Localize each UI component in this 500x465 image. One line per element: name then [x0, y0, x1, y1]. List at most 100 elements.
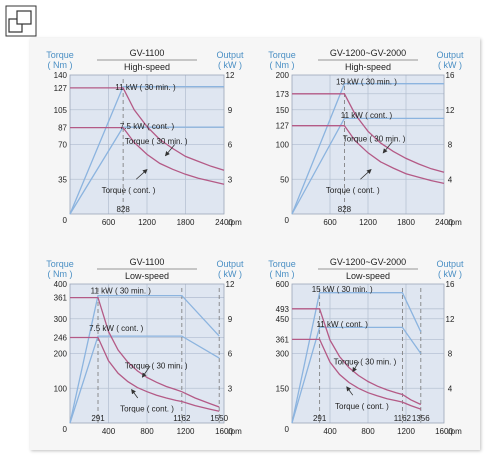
x-unit-label: rpm — [228, 218, 242, 227]
right-tick-label: 9 — [228, 106, 233, 115]
plot-frame — [291, 74, 445, 215]
right-tick-label: 16 — [446, 71, 455, 80]
series-annotation: Torque ( 30 min. ) — [125, 361, 188, 370]
right-tick-label: 12 — [226, 71, 235, 80]
right-tick-label: 8 — [448, 141, 453, 150]
speed-marker-label: 1162 — [394, 414, 412, 423]
left-tick-label: 127 — [276, 122, 290, 131]
origin-tick-label: 0 — [285, 216, 290, 225]
right-tick-label: 3 — [228, 175, 233, 184]
left-tick-label: 150 — [276, 106, 290, 115]
annotation-arrow — [352, 361, 360, 373]
series-annotation: Torque ( 30 min. ) — [125, 137, 188, 146]
right-tick-label: 6 — [228, 141, 233, 150]
x-tick-label: 1200 — [177, 427, 195, 436]
series-line-2 — [291, 326, 422, 424]
x-tick-label: 400 — [102, 427, 116, 436]
right-tick-label: 6 — [228, 350, 233, 359]
left-tick-label: 493 — [276, 305, 290, 314]
right-tick-label: 8 — [448, 350, 453, 359]
series-annotation: Torque ( cont. ) — [335, 402, 389, 411]
series-annotation: 7.5 kW ( cont. ) — [89, 324, 144, 333]
series-annotation: Torque ( 30 min. ) — [343, 134, 406, 143]
speed-marker-label: 1550 — [210, 414, 228, 423]
chart-title: GV-1100 — [130, 257, 165, 267]
series-annotation: 7.5 kW ( cont. ) — [120, 122, 175, 131]
fullscreen-icon[interactable] — [5, 5, 37, 37]
x-tick-label: 1800 — [177, 218, 195, 227]
right-tick-label: 4 — [448, 384, 453, 393]
series-line-3 — [70, 296, 220, 408]
left-tick-label: 400 — [54, 280, 68, 289]
speed-marker-label: 291 — [91, 414, 105, 423]
left-tick-label: 200 — [276, 71, 290, 80]
right-tick-label: 12 — [226, 280, 235, 289]
right-axis-label: Output — [216, 259, 244, 269]
series-annotation: Torque ( cont. ) — [120, 405, 174, 414]
series-line-2 — [69, 335, 220, 424]
left-tick-label: 127 — [54, 84, 68, 93]
right-tick-label: 16 — [446, 280, 455, 289]
left-tick-label: 35 — [58, 175, 67, 184]
left-axis-label: Torque — [268, 50, 296, 60]
x-tick-label: 1600 — [215, 427, 233, 436]
left-tick-label: 50 — [280, 175, 289, 184]
right-tick-label: 4 — [448, 175, 453, 184]
right-tick-label: 12 — [446, 315, 455, 324]
series-line-4 — [292, 125, 445, 185]
left-tick-label: 100 — [276, 141, 290, 150]
chart-title: GV-1200~GV-2000 — [330, 257, 406, 267]
series-line-3 — [70, 87, 225, 171]
x-tick-label: 1600 — [435, 427, 453, 436]
right-axis-label: Output — [436, 259, 464, 269]
x-tick-label: 800 — [140, 427, 154, 436]
x-tick-label: 2400 — [215, 218, 233, 227]
x-tick-label: 1200 — [397, 427, 415, 436]
series-annotation: 11 kW ( cont. ) — [316, 320, 368, 329]
plot-frame — [291, 283, 445, 424]
x-tick-label: 600 — [102, 218, 116, 227]
speed-marker-label: 1356 — [412, 414, 430, 423]
x-tick-label: 1200 — [359, 218, 377, 227]
series-annotation: 15 kW ( 30 min. ) — [312, 285, 373, 294]
x-tick-label: 1800 — [397, 218, 415, 227]
left-tick-label: 361 — [54, 294, 68, 303]
chart-2: GV-1200~GV-2000 High-speed Torque( Nm ) Out… — [268, 48, 464, 227]
series-annotation: Torque ( 30 min. ) — [334, 357, 397, 366]
series-line-3 — [292, 308, 422, 406]
series-annotation: 11 kW ( 30 min. ) — [115, 83, 176, 92]
chart-1: GV-1100 High-speed Torque( Nm ) Output( kW … — [46, 48, 244, 227]
left-tick-label: 300 — [54, 315, 68, 324]
left-axis-label: Torque — [46, 50, 74, 60]
left-tick-label: 246 — [54, 334, 68, 343]
right-axis-label: Output — [216, 50, 244, 60]
chart-subtitle: High-speed — [124, 62, 170, 72]
annotation-arrow — [131, 388, 139, 399]
series-line-1 — [291, 83, 444, 215]
origin-tick-label: 0 — [63, 216, 68, 225]
series-annotation: 11 kW ( cont. ) — [341, 111, 393, 120]
x-tick-label: 800 — [361, 427, 375, 436]
left-tick-label: 361 — [276, 335, 290, 344]
series-line-4 — [70, 126, 225, 185]
x-unit-label: rpm — [448, 218, 462, 227]
right-tick-label: 9 — [228, 315, 233, 324]
series-line-3 — [292, 93, 445, 173]
x-tick-label: 400 — [323, 427, 337, 436]
left-tick-label: 100 — [54, 384, 68, 393]
left-tick-label: 150 — [276, 384, 290, 393]
left-tick-label: 140 — [54, 71, 68, 80]
speed-marker-label: 291 — [313, 414, 327, 423]
series-line-1 — [69, 85, 224, 215]
chart-title: GV-1200~GV-2000 — [330, 48, 406, 58]
left-tick-label: 300 — [276, 350, 290, 359]
annotation-arrow — [135, 168, 148, 180]
speed-marker-label: 828 — [338, 205, 352, 214]
series-annotation: Torque ( cont. ) — [102, 186, 156, 195]
left-tick-label: 173 — [276, 90, 290, 99]
left-axis-unit: ( Nm ) — [48, 60, 73, 70]
left-tick-label: 200 — [54, 350, 68, 359]
x-tick-label: 2400 — [435, 218, 453, 227]
